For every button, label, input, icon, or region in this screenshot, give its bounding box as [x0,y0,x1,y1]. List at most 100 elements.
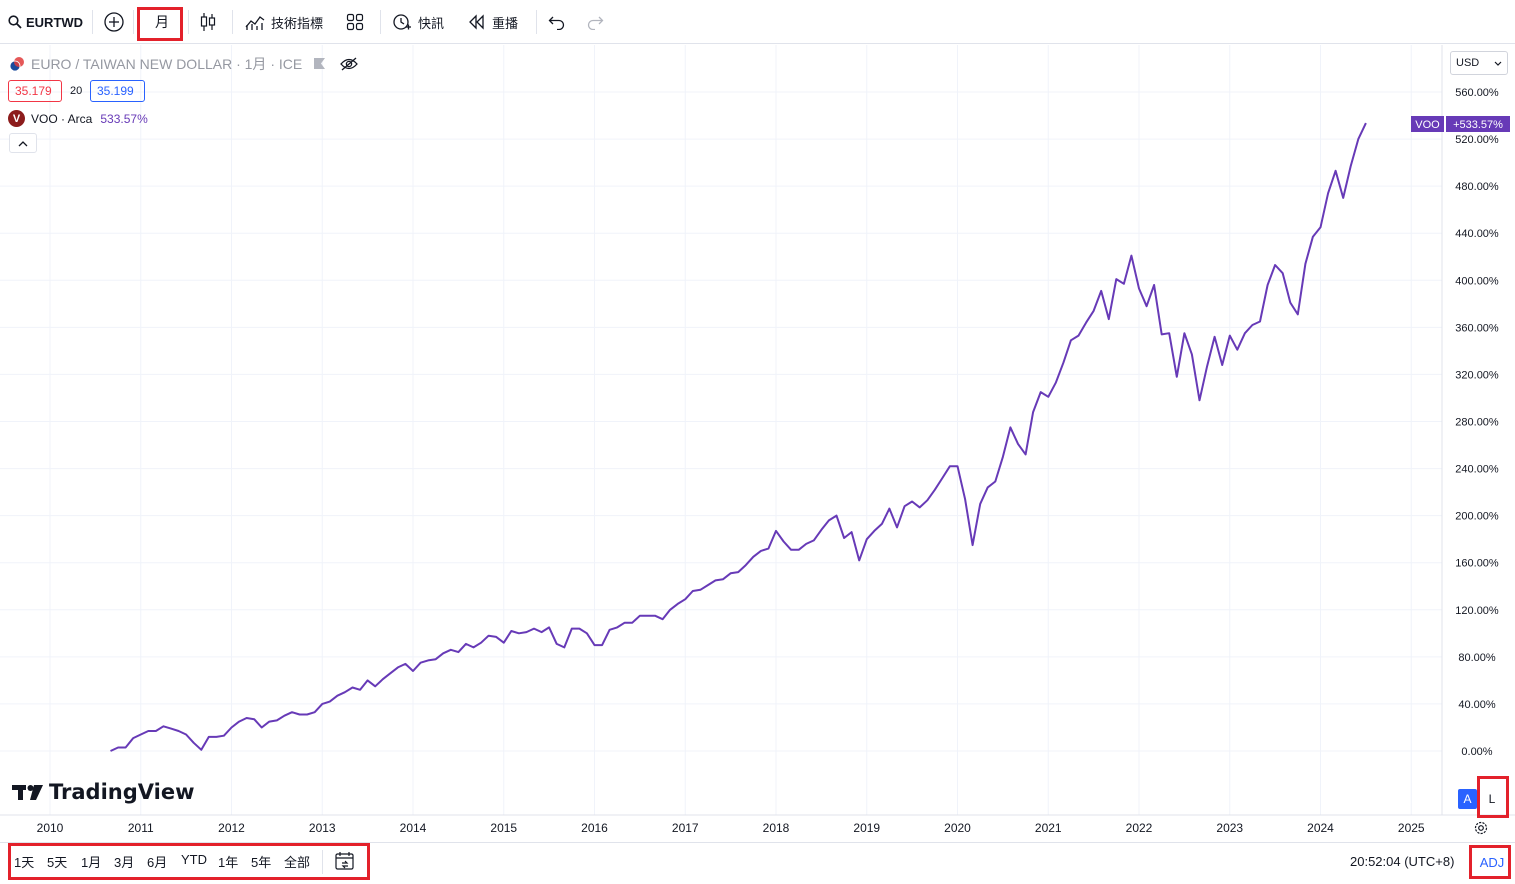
time-tick-label: 2021 [1035,821,1062,835]
voo-line-series[interactable] [110,122,1367,752]
currency-flags-icon [9,57,24,72]
interval-label: 月 [155,14,169,30]
symbol-search[interactable]: EURTWD [8,8,83,36]
chevron-up-icon [18,140,28,146]
sell-price-button[interactable]: 35.179 [8,80,62,102]
time-tick-label: 2025 [1398,821,1425,835]
legend-title: EURO / TAIWAN NEW DOLLAR · 1月 · ICE [31,56,303,72]
indicators-button[interactable]: 技術指標 [245,8,323,36]
compare-symbol: VOO · Arca [31,111,93,126]
alert-button[interactable]: 快訊 [392,8,444,36]
adj-label: ADJ [1479,854,1505,870]
range-button[interactable]: 6月 [147,855,168,870]
auto-scale-button[interactable]: A [1458,789,1477,809]
layouts-button[interactable] [346,8,364,36]
indicators-label: 技術指標 [271,15,324,31]
log-scale-button[interactable]: L [1481,787,1503,811]
auto-scale-label: A [1463,792,1472,806]
redo-icon [587,16,604,30]
collapse-legend-button[interactable] [9,133,37,153]
toolbar-divider [536,10,537,34]
highlight-log-scale [1477,776,1509,818]
price-tick-label: 200.00% [1455,511,1499,523]
replay-label: 重播 [492,15,519,31]
time-tick-label: 2017 [672,821,699,835]
toolbar-divider [92,10,93,34]
price-scale-ticks: 0.00% 40.00% 80.00% 120.00% 160.00% 200.00% 24… [1455,87,1499,758]
tradingview-logo-icon [12,785,43,800]
series-voo [110,122,1367,752]
range-button[interactable]: 1天 [14,855,35,870]
time-tick-label: 2016 [581,821,608,835]
spread-value: 20 [70,85,83,97]
time-tick-label: 2023 [1216,821,1243,835]
currency-select[interactable]: USD [1450,51,1508,75]
clock: 20:52:04 (UTC+8) [1350,854,1455,869]
range-button[interactable]: 3月 [114,855,135,870]
range-button[interactable]: 1年 [218,855,239,870]
last-label-value: +533.57% [1453,119,1503,131]
compare-button[interactable] [103,8,125,36]
chart-pane[interactable]: 0.00% 40.00% 80.00% 120.00% 160.00% 200.00% 24… [0,45,1515,842]
top-toolbar: EURTWD 月 技術指標 快訊 重播 [0,0,1515,44]
chart-canvas[interactable]: 0.00% 40.00% 80.00% 120.00% 160.00% 200.00% 24… [0,45,1515,842]
bottom-divider [322,850,323,874]
tradingview-logo[interactable]: TradingView [12,780,194,804]
highlight-interval [137,7,183,41]
chart-type-button[interactable] [199,8,217,36]
redo-button[interactable] [586,8,604,36]
toolbar-divider [133,10,134,34]
price-tick-label: 560.00% [1455,87,1499,99]
grid-layout-icon [346,13,364,31]
time-tick-label: 2010 [37,821,64,835]
time-tick-label: 2015 [490,821,517,835]
range-button[interactable]: YTD [181,852,207,867]
price-tick-label: 520.00% [1455,134,1499,146]
voo-logo: V [8,110,25,127]
time-tick-label: 2011 [128,821,154,835]
candlestick-icon [200,13,216,31]
last-price-label: VOO +533.57% [1411,116,1510,132]
toolbar-divider [188,10,189,34]
price-tick-label: 440.00% [1455,228,1499,240]
replay-button[interactable]: 重播 [468,8,518,36]
toolbar-divider [380,10,381,34]
price-tick-label: 40.00% [1458,699,1496,711]
range-button[interactable]: 5年 [251,855,272,870]
toolbar-divider [232,10,233,34]
interval-button[interactable]: 月 [155,8,169,36]
go-to-date-icon[interactable] [334,851,356,871]
time-tick-label: 2022 [1126,821,1153,835]
buy-price-button[interactable]: 35.199 [90,80,145,102]
time-tick-label: 2014 [400,821,427,835]
currency-value: USD [1456,57,1480,69]
time-tick-label: 2020 [944,821,971,835]
highlight-adj [1469,845,1511,879]
undo-button[interactable] [548,8,566,36]
rewind-icon [469,14,484,30]
log-scale-label: L [1488,792,1496,806]
highlight-date-ranges [8,843,370,880]
undo-icon [548,16,565,30]
range-button[interactable]: 全部 [284,855,311,870]
indicators-icon [245,16,265,30]
bid-value: 35.179 [15,84,52,98]
time-tick-label: 2024 [1307,821,1334,835]
chart-settings-icon[interactable] [1473,820,1489,836]
hide-eye-icon[interactable] [340,57,359,71]
price-tick-label: 160.00% [1455,558,1499,570]
adj-button[interactable]: ADJ [1474,850,1510,874]
range-button[interactable]: 1月 [81,855,102,870]
time-tick-label: 2018 [763,821,790,835]
price-tick-label: 400.00% [1455,275,1499,287]
time-tick-label: 2012 [218,821,245,835]
alert-label: 快訊 [418,15,445,31]
price-tick-label: 320.00% [1455,369,1499,381]
flag-icon[interactable] [312,57,326,71]
last-label-symbol: VOO [1415,119,1440,131]
time-tick-label: 2013 [309,821,336,835]
compare-series-legend[interactable]: V VOO · Arca 533.57% [8,110,148,127]
main-series-legend[interactable]: EURO / TAIWAN NEW DOLLAR · 1月 · ICE [8,54,359,74]
symbol-name: EURTWD [26,14,84,30]
range-button[interactable]: 5天 [47,855,68,870]
